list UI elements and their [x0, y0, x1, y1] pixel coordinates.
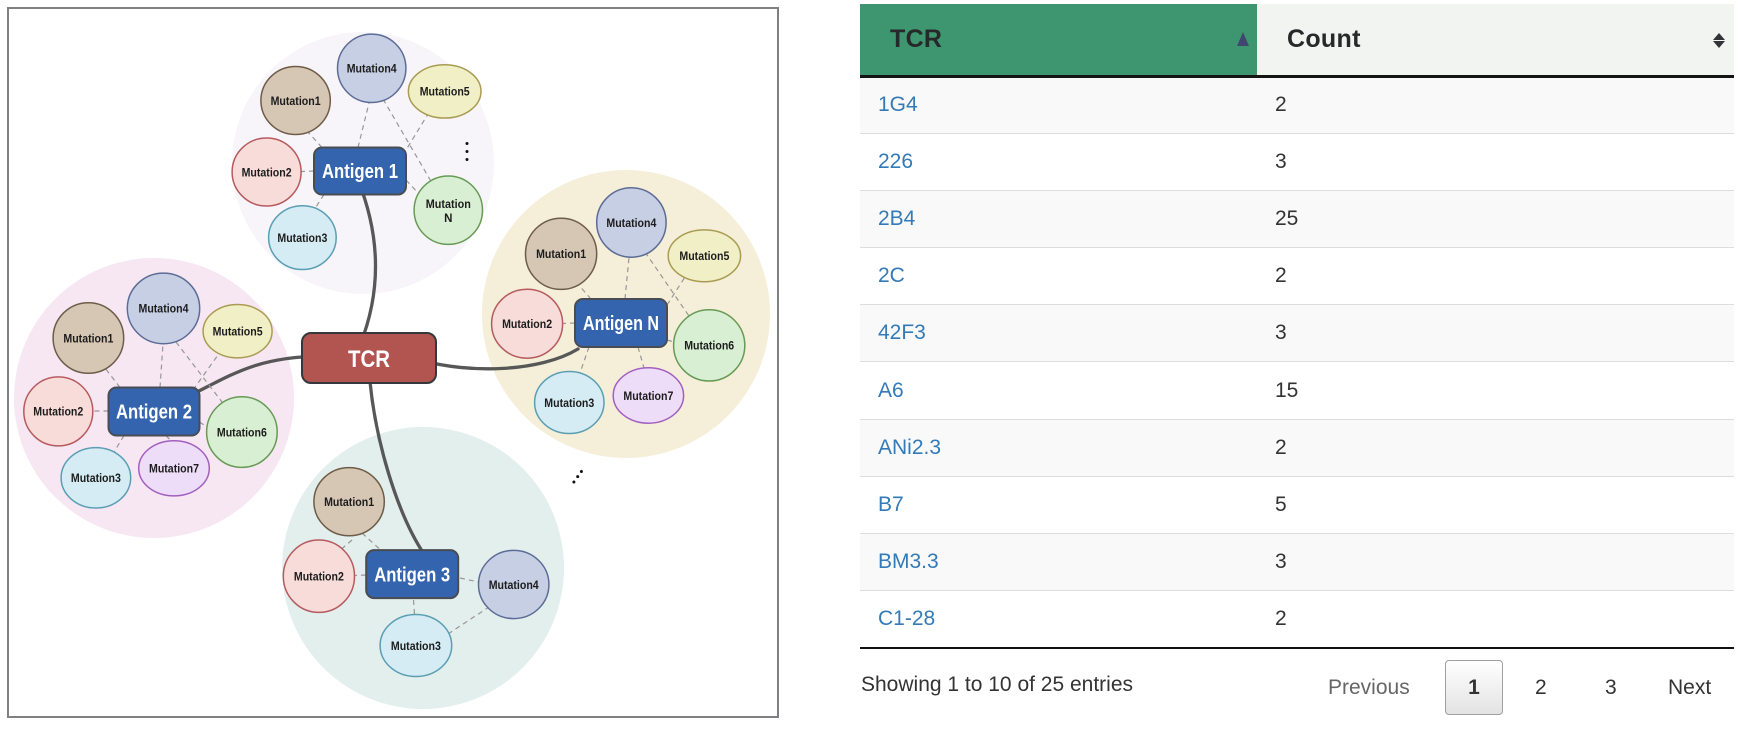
svg-text:Mutation2: Mutation2 [502, 319, 552, 331]
svg-text:Mutation2: Mutation2 [294, 572, 344, 584]
svg-text:Mutation2: Mutation2 [242, 167, 292, 179]
svg-text:Mutation1: Mutation1 [63, 333, 114, 345]
svg-text:Mutation3: Mutation3 [544, 398, 594, 410]
svg-text:N: N [444, 213, 452, 225]
svg-text:Mutation3: Mutation3 [391, 641, 441, 653]
svg-text:Mutation4: Mutation4 [139, 304, 190, 316]
svg-text:Mutation4: Mutation4 [606, 218, 657, 230]
svg-text:Mutation4: Mutation4 [347, 64, 398, 76]
svg-text:Mutation5: Mutation5 [420, 87, 471, 99]
svg-text:Mutation1: Mutation1 [536, 249, 587, 261]
svg-text:Mutation5: Mutation5 [213, 327, 264, 339]
svg-text:Antigen 2: Antigen 2 [116, 402, 192, 424]
svg-text:Mutation5: Mutation5 [679, 251, 730, 263]
svg-text:Mutation6: Mutation6 [217, 427, 267, 439]
svg-text:Mutation7: Mutation7 [149, 464, 199, 476]
svg-text:Mutation3: Mutation3 [71, 473, 121, 485]
svg-text:TCR: TCR [348, 346, 390, 373]
svg-text:Antigen 1: Antigen 1 [322, 161, 398, 183]
svg-text:Mutation7: Mutation7 [623, 391, 673, 403]
svg-text:Mutation4: Mutation4 [489, 580, 540, 592]
svg-text:Antigen 3: Antigen 3 [374, 564, 450, 586]
svg-text:Antigen N: Antigen N [583, 313, 659, 335]
svg-text:Mutation1: Mutation1 [271, 96, 322, 108]
svg-text:Mutation2: Mutation2 [33, 407, 83, 419]
svg-text:Mutation: Mutation [426, 199, 471, 211]
svg-text:Mutation6: Mutation6 [684, 341, 734, 353]
svg-text:Mutation3: Mutation3 [277, 233, 327, 245]
svg-text:Mutation1: Mutation1 [324, 497, 375, 509]
